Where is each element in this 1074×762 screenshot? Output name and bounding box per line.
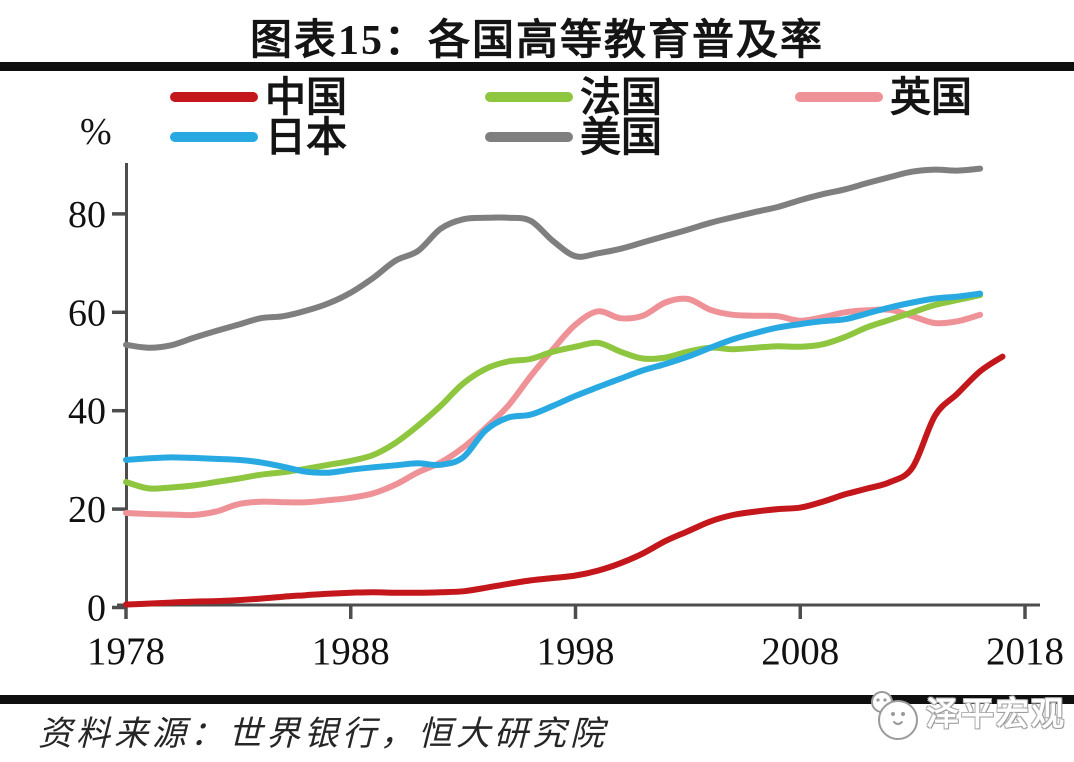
legend-swatch-usa <box>485 132 573 142</box>
series-line-美国 <box>123 165 984 351</box>
x-tick-label-2018: 2018 <box>986 630 1064 673</box>
legend-swatch-uk <box>795 92 883 102</box>
x-tick-label-1998: 1998 <box>537 630 615 673</box>
watermark-text: 泽平宏观 <box>926 696 1066 733</box>
chart-title: 图表15：各国高等教育普及率 <box>249 18 824 64</box>
series-line-日本 <box>123 290 984 476</box>
y-tick-label-20: 20 <box>68 489 106 531</box>
y-tick-label-40: 40 <box>68 391 106 433</box>
legend-swatch-france <box>485 92 573 102</box>
y-axis-unit-label: % <box>80 111 112 153</box>
legend-item-japan: 日本 <box>170 114 347 160</box>
x-tick-label-2008: 2008 <box>761 630 839 673</box>
legend-item-china: 中国 <box>170 74 347 120</box>
x-tick-label-1978: 1978 <box>87 630 165 673</box>
y-tick-label-80: 80 <box>68 194 106 236</box>
legend-item-france: 法国 <box>485 74 662 120</box>
legend-label-france: 法国 <box>580 73 662 120</box>
legend-label-china: 中国 <box>265 73 347 120</box>
legend-item-uk: 英国 <box>795 74 972 120</box>
series-line-中国 <box>123 353 1006 608</box>
mascot-icon <box>871 691 918 740</box>
legend-swatch-japan <box>170 132 258 142</box>
x-tick-label-1988: 1988 <box>312 630 390 673</box>
legend-swatch-china <box>170 92 258 102</box>
legend-label-japan: 日本 <box>265 113 347 160</box>
top-divider <box>0 62 1074 71</box>
y-tick-label-60: 60 <box>68 292 106 334</box>
legend-label-uk: 英国 <box>890 73 972 120</box>
bottom-divider <box>0 695 1074 704</box>
y-tick-label-0: 0 <box>87 588 106 630</box>
watermark-logo: 泽平宏观 <box>868 676 1068 754</box>
legend-label-usa: 美国 <box>580 113 662 160</box>
series-line-法国 <box>123 292 984 492</box>
source-note: 资料来源：世界银行，恒大研究院 <box>38 716 608 753</box>
legend-item-usa: 美国 <box>485 114 662 160</box>
